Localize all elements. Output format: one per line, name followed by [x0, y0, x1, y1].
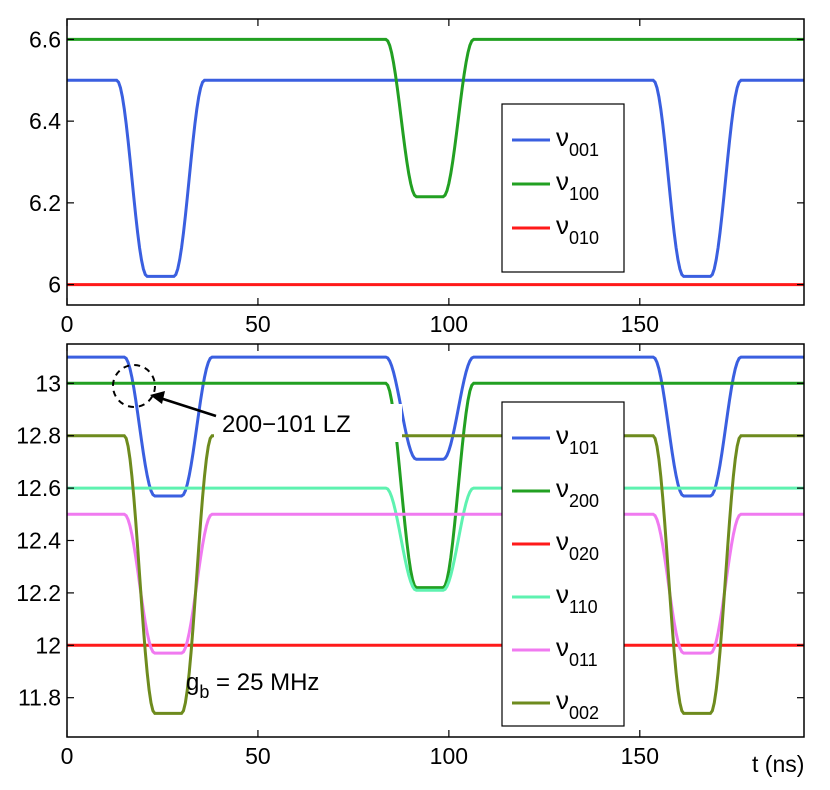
series-line-200	[67, 381, 804, 590]
legend-nu: ν	[556, 473, 569, 503]
lz-label-bg	[214, 404, 402, 442]
legend-subscript: 001	[569, 140, 599, 160]
y-tick-label: 6.4	[29, 108, 61, 134]
x-axis-label: t (ns)	[752, 751, 804, 777]
legend-label-020: ν020	[556, 526, 599, 564]
legend-label-110: ν110	[556, 579, 598, 617]
x-tick-label: 150	[621, 743, 659, 769]
y-tick-label: 12.4	[16, 528, 61, 554]
x-tick-label: 150	[621, 311, 659, 337]
legend-nu: ν	[556, 166, 569, 196]
legend-label-200: ν200	[556, 473, 599, 511]
series-line-101	[67, 355, 804, 498]
legend-nu: ν	[556, 210, 569, 240]
y-tick-label: 6	[48, 272, 61, 298]
legend-nu: ν	[556, 122, 569, 152]
xlabel-bg	[747, 745, 811, 777]
legend-subscript: 100	[569, 184, 599, 204]
legend-subscript: 101	[569, 438, 599, 458]
y-tick-label: 6.6	[29, 26, 61, 52]
legend-subscript: 002	[569, 703, 599, 723]
gb-sub: b	[199, 682, 209, 702]
lz-label: 200−101 LZ	[222, 411, 351, 438]
legend-subscript: 020	[569, 544, 599, 564]
annotations: 200−101 LZ gb = 25 MHz	[112, 364, 402, 702]
legend-subscript: 200	[569, 491, 599, 511]
legend-label-002: ν002	[556, 685, 599, 723]
legend-nu: ν	[556, 579, 569, 609]
series-line-011	[67, 512, 804, 655]
lz-circle	[112, 364, 156, 408]
legend-subscript: 011	[569, 650, 598, 670]
y-tick-label: 12.6	[16, 475, 61, 501]
y-tick-label: 11.8	[18, 685, 61, 711]
legend-nu: ν	[556, 685, 569, 715]
x-tick-label: 50	[245, 743, 271, 769]
legend-subscript: 010	[569, 228, 599, 248]
legend-label-011: ν011	[556, 632, 598, 670]
y-tick-label: 12.2	[16, 580, 61, 606]
x-tick-label: 0	[61, 311, 74, 337]
y-tick-label: 12.8	[16, 423, 61, 449]
legend-box	[501, 103, 625, 273]
legend-nu: ν	[556, 420, 569, 450]
lz-arrow-head	[150, 391, 165, 404]
legend-label-001: ν001	[556, 122, 599, 160]
axes-frame	[66, 18, 805, 306]
legend-nu: ν	[556, 632, 569, 662]
series-line-110	[67, 486, 804, 592]
gb-label: gb = 25 MHz	[186, 669, 319, 702]
gb-rest: = 25 MHz	[209, 669, 319, 696]
legend-label-101: ν101	[556, 420, 599, 458]
y-tick-label: 6.2	[29, 190, 61, 216]
series-line-002	[67, 434, 804, 715]
y-tick-label: 12	[35, 632, 61, 658]
bottom-panel: 0 50 100 150 11.8 12 12.2 12.4 12.6 12.8 13 t (ns) ν…	[16, 343, 811, 777]
x-tick-label: 50	[245, 311, 271, 337]
series-line-001	[67, 78, 804, 278]
gb-main: g	[186, 669, 199, 696]
y-tick-label: 13	[35, 370, 61, 396]
legend-label-100: ν100	[556, 166, 599, 204]
legend-nu: ν	[556, 526, 569, 556]
x-tick-label: 100	[430, 743, 468, 769]
x-tick-label: 0	[61, 743, 74, 769]
legend-subscript: 110	[569, 597, 598, 617]
legend-box	[501, 401, 625, 727]
lz-arrow-shaft	[159, 396, 217, 418]
x-tick-label: 100	[430, 311, 468, 337]
series-line-100	[67, 37, 804, 199]
legend-label-010: ν010	[556, 210, 599, 248]
